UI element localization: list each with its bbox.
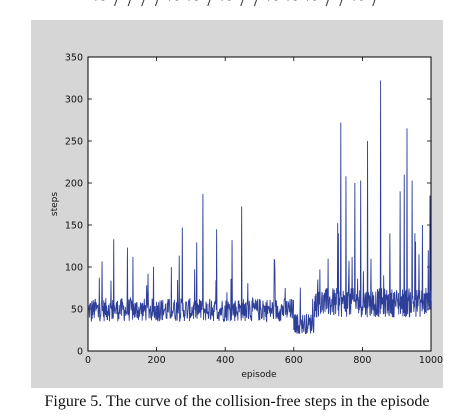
y-tick-label: 50 — [71, 305, 83, 316]
x-tick-label: 400 — [216, 355, 234, 366]
steps-series-line — [87, 80, 432, 335]
x-tick-label: 200 — [148, 355, 166, 366]
x-tick-label: 0 — [85, 355, 91, 366]
x-tick-label: 800 — [353, 355, 371, 366]
figure-caption: Figure 5. The curve of the collision-fre… — [44, 393, 430, 410]
y-tick-label: 250 — [65, 137, 83, 148]
y-tick-label: 300 — [65, 95, 83, 106]
y-tick-label: 100 — [65, 263, 83, 274]
x-tick-label: 600 — [285, 355, 303, 366]
series-group — [87, 80, 432, 335]
x-axis-ticks: 0 200 400 600 800 1000 — [85, 57, 443, 366]
y-tick-label: 0 — [77, 347, 83, 358]
x-axis-label: episode — [241, 370, 277, 380]
y-axis-label: steps — [50, 192, 60, 216]
y-axis-ticks: 0 50 100 150 200 250 300 350 — [65, 53, 431, 358]
y-tick-label: 350 — [65, 53, 83, 64]
figure-panel: 0 50 100 150 200 250 300 350 0 200 400 600 800 1000 … — [31, 20, 443, 388]
y-tick-label: 150 — [65, 221, 83, 232]
previous-text-fragment: ~ / / / / ~ ~ / ~ / / ~ ~ ~ / / ~ / — [0, 0, 474, 12]
x-tick-label: 1000 — [419, 355, 443, 366]
y-tick-label: 200 — [65, 179, 83, 190]
